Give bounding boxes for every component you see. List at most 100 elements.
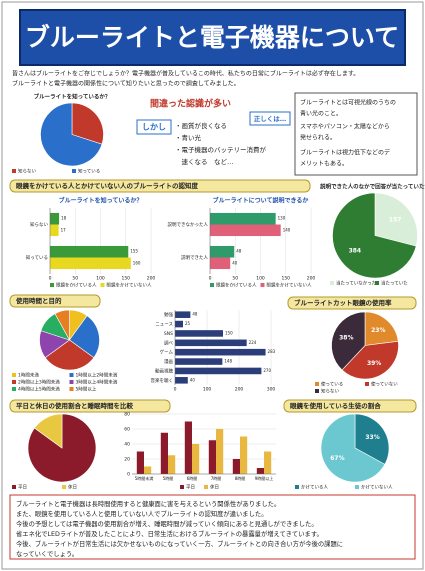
definition-line: 発せられる。 xyxy=(300,134,336,142)
y-tick-label: SNS xyxy=(164,331,173,337)
y-tick-label: 20 xyxy=(124,457,130,463)
bar-label: 150 xyxy=(225,330,233,335)
y-tick-label: 40 xyxy=(124,442,130,448)
title: ブルーライトと電子機器について xyxy=(25,23,399,52)
conclusion-line: 省エネ化でLEDライトが普及したことにより、日常生活におけるブルーライトの暴露量… xyxy=(16,529,323,538)
legend-swatch xyxy=(375,281,379,285)
bar xyxy=(210,257,231,270)
conclusion-box xyxy=(9,494,416,560)
bar xyxy=(210,224,281,237)
legend-label: 5時間以上 xyxy=(76,386,97,393)
conclusion-line: 今後の予想としては電子機器の使用割合が増え、睡眠時間が減っていく傾向にあると見通… xyxy=(16,519,318,528)
section-header xyxy=(9,179,311,193)
bar xyxy=(256,468,264,474)
bar-label: 148 xyxy=(224,359,232,364)
legend-label: 知っている xyxy=(78,168,100,175)
bar xyxy=(175,377,188,384)
section-header xyxy=(287,296,417,310)
bar-label: 40 xyxy=(232,260,238,265)
x-tick-label: 7時間 xyxy=(211,475,222,481)
bar-label: 283 xyxy=(268,349,276,354)
bar xyxy=(136,451,144,474)
bar-label: 155 xyxy=(130,249,138,254)
x-tick-label: 5時間 xyxy=(163,475,174,481)
x-tick-label: 50 xyxy=(72,276,78,282)
legend-label: 4時間以上5時間未満 xyxy=(18,386,60,393)
x-tick-label: 8時間 xyxy=(235,475,246,481)
legend-label: 2時間以上3時間未満 xyxy=(18,379,60,386)
section-header xyxy=(283,399,417,413)
x-tick-label: 200 xyxy=(147,276,156,282)
legend-swatch xyxy=(180,485,184,489)
pie-slice xyxy=(354,413,390,465)
definition-line: スマホやパソコン・太陽などから xyxy=(300,123,390,131)
legend-label: 使っていない xyxy=(371,381,398,388)
pie-slice xyxy=(341,340,399,380)
legend-label: 眼鏡をかけていない人 xyxy=(267,282,312,289)
intro-line: 皆さんはブルーライトをご存じでしょうか？電子機器が普及しているこの時代、私たちの… xyxy=(12,70,359,78)
bar xyxy=(175,348,266,356)
x-tick-label: 50 xyxy=(232,276,238,282)
legend-swatch xyxy=(355,485,359,489)
legend-swatch xyxy=(315,382,319,386)
bar-label: 140 xyxy=(283,227,291,232)
legend-swatch xyxy=(12,380,16,384)
legend-label: 1時間以上2時間未満 xyxy=(76,372,118,379)
section-title: ブルーライトカット眼鏡の使用率 xyxy=(294,298,392,307)
bar-label: 224 xyxy=(249,340,257,345)
x-tick-label: 200 xyxy=(307,276,316,282)
bar-label: 17 xyxy=(61,227,67,232)
pie-slice xyxy=(34,413,63,449)
legend-label: 3時間以上4時間未満 xyxy=(76,379,118,386)
bar-label: 25 xyxy=(185,321,191,326)
legend-swatch xyxy=(210,283,214,287)
correct: 正しくは… xyxy=(254,115,287,123)
legend-label: 平日 xyxy=(186,485,195,491)
pie-slice xyxy=(320,413,386,483)
legend-swatch xyxy=(12,169,16,173)
legend-swatch xyxy=(62,485,66,489)
section-header xyxy=(9,294,101,308)
bar xyxy=(168,455,176,474)
misconception-heading: 間違った認識が多い xyxy=(150,98,231,110)
x-tick-label: 6時間 xyxy=(187,475,198,481)
chart-title: ブルーライトを知っているか？ xyxy=(34,93,111,101)
y-tick-label: 説明できた人 xyxy=(181,254,208,261)
slice-label: 23% xyxy=(371,327,385,334)
bar xyxy=(240,436,248,474)
legend-label: 知らない xyxy=(321,388,339,395)
section-title: 眼鏡を使用している生徒の割合 xyxy=(290,401,381,410)
y-tick-label: 動画視聴 xyxy=(155,367,173,374)
x-tick-label: 300 xyxy=(267,387,276,393)
chart-title: ブルーライトについて説明できるか xyxy=(213,197,309,205)
misconception-item: ・画質が良くなる xyxy=(175,121,227,130)
conclusion-line: なっていくでしょう。 xyxy=(16,550,78,558)
y-tick-label: 0 xyxy=(127,472,130,478)
x-tick-label: 9時間以上 xyxy=(255,475,274,481)
bar xyxy=(175,358,223,365)
slice-label: 384 xyxy=(349,248,362,255)
bar-label: 160 xyxy=(133,260,141,265)
bar xyxy=(144,466,152,474)
bar xyxy=(160,432,168,474)
y-tick-label: 勉強 xyxy=(164,311,173,318)
pie-slice xyxy=(332,192,417,279)
x-tick-label: 150 xyxy=(281,276,290,282)
bar-label: 270 xyxy=(263,368,271,373)
section-title: 平日と休日の使用割合と睡眠時間を比較 xyxy=(16,401,134,410)
section-header xyxy=(9,399,171,413)
y-tick-label: ゲーム xyxy=(160,349,174,356)
pie-slice xyxy=(364,311,399,346)
chart-title: ブルーライトを知っているか？ xyxy=(59,197,143,205)
slice-label: 67% xyxy=(330,455,344,462)
slice-label: 38% xyxy=(339,335,353,342)
legend-label: 眼鏡をかけている人 xyxy=(56,282,97,289)
legend-label: かけていない人 xyxy=(361,484,393,491)
section-title: 眼鏡をかけている人とかけていない人のブルーライトの認知度 xyxy=(16,181,199,190)
slice-label: 33% xyxy=(365,434,379,441)
bar xyxy=(175,320,183,328)
legend-label: 眼鏡をかけている人 xyxy=(216,282,257,289)
legend-swatch xyxy=(12,373,16,377)
y-tick-label: 知っている xyxy=(26,254,48,261)
title-banner xyxy=(19,9,406,66)
